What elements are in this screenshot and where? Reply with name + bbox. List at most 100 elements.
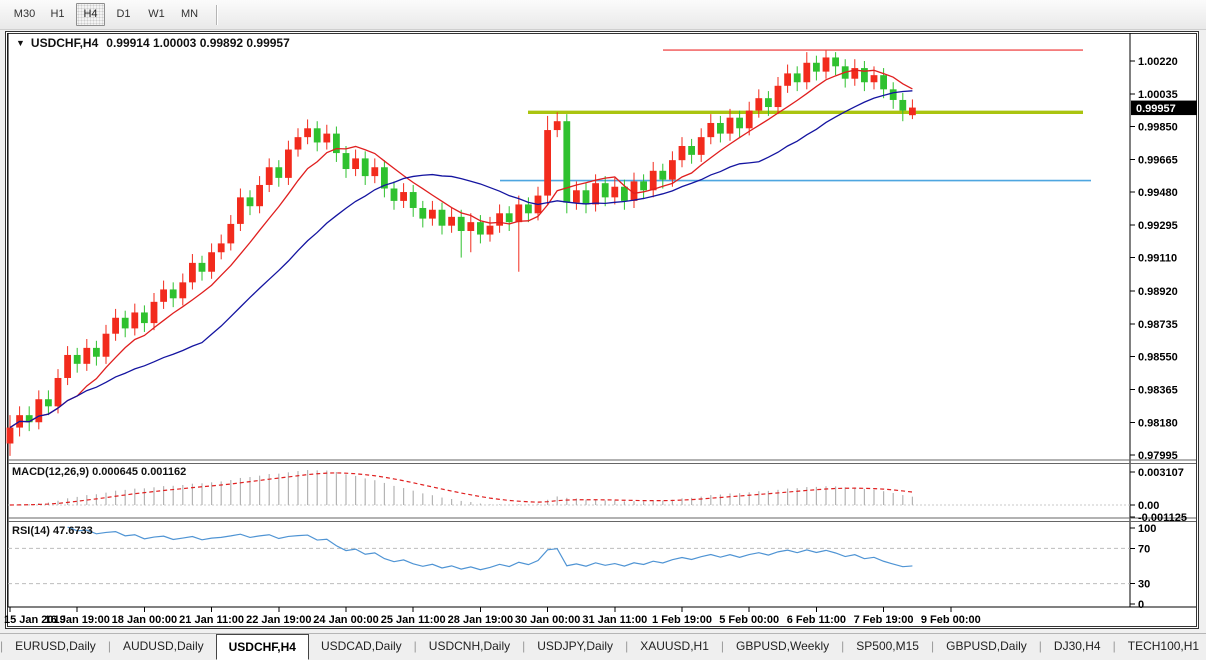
candle-body (73, 354, 81, 364)
chart-ohlc-values: 0.99914 1.00003 0.99892 0.99957 (106, 36, 290, 50)
candle-body (179, 282, 187, 299)
date-axis-label: 22 Jan 19:00 (246, 614, 311, 626)
candle-body (323, 133, 331, 143)
candle-body (813, 62, 820, 72)
candle-body (592, 183, 599, 205)
tab-separator: | (720, 639, 724, 653)
timeframe-button-D1[interactable]: D1 (116, 8, 131, 20)
candle-body (630, 181, 638, 201)
tab-DJ30-H4[interactable]: DJ30,H4 (1053, 639, 1101, 653)
candle-body (621, 186, 628, 201)
candle-body (601, 183, 609, 198)
candle-body (486, 225, 494, 235)
timeframe-button-M30[interactable]: M30 (13, 8, 36, 20)
candle-body (765, 98, 772, 108)
date-axis-label: 6 Feb 11:00 (787, 614, 846, 626)
rsi-axis-label: 70 (1138, 543, 1150, 555)
candle-body (678, 146, 686, 161)
candle-body (102, 333, 110, 357)
candle-body (553, 121, 561, 131)
candle-body (803, 62, 811, 83)
tab-separator: | (1038, 639, 1042, 653)
price-axis-label: 0.98550 (1138, 352, 1178, 364)
tab-EURUSD-Daily[interactable]: EURUSD,Daily (15, 639, 96, 653)
candle-body (611, 186, 619, 198)
candle-body (832, 57, 839, 67)
date-axis-label: 16 Jan 19:00 (44, 614, 109, 626)
date-axis-label: 7 Feb 19:00 (854, 614, 914, 626)
candle-body (35, 399, 43, 423)
tab-separator: | (107, 639, 111, 653)
candle-body (669, 160, 676, 180)
tab-GBPUSD-Daily[interactable]: GBPUSD,Daily (946, 639, 1027, 653)
candle-body (189, 262, 196, 283)
candle-body (861, 68, 868, 83)
macd-axis-label: 0.003107 (1138, 467, 1184, 479)
tab-USDCAD-Daily[interactable]: USDCAD,Daily (320, 639, 402, 653)
date-axis-label: 30 Jan 00:00 (515, 614, 580, 626)
candle-body (707, 122, 715, 138)
price-axis-label: 0.99480 (1138, 187, 1178, 199)
timeframe-button-W1[interactable]: W1 (148, 8, 165, 20)
symbol-dropdown-icon[interactable]: ▼ (16, 38, 25, 48)
tab-AUDUSD-Daily[interactable]: AUDUSD,Daily (122, 639, 204, 653)
price-axis-label: 0.98180 (1138, 417, 1178, 429)
tab-TECH100-H1[interactable]: TECH100,H1 (1127, 639, 1200, 653)
candle-body (745, 110, 753, 129)
candle-body (265, 167, 273, 185)
candle-body (640, 181, 647, 191)
price-axis-label: 0.98365 (1138, 384, 1178, 396)
candle-body (438, 209, 446, 226)
timeframe-button-MN[interactable]: MN (180, 8, 199, 20)
candle-body (227, 223, 235, 244)
candle-body (477, 222, 484, 235)
macd-axis-label: -0.001125 (1138, 512, 1187, 524)
candle-body (851, 68, 859, 79)
tab-USDJPY-Daily[interactable]: USDJPY,Daily (537, 639, 614, 653)
tab-SP500-M15[interactable]: SP500,M15 (856, 639, 919, 653)
tab-separator: | (1112, 639, 1116, 653)
rsi-axis-label: 100 (1138, 523, 1156, 535)
candle-body (697, 137, 705, 155)
candle-body (390, 188, 398, 201)
candle-body (64, 354, 71, 378)
toolbar-separator (216, 4, 217, 25)
ma-slow-line (9, 90, 913, 429)
chart-title: ▼ USDCHF,H4 0.99914 1.00003 0.99892 0.9995… (16, 36, 290, 50)
candle-body (774, 85, 782, 108)
price-axis-label: 0.99295 (1138, 220, 1178, 232)
tab-USDCHF-H4[interactable]: USDCHF,H4 (215, 634, 309, 660)
tab-GBPUSD-Weekly[interactable]: GBPUSD,Weekly (736, 639, 830, 653)
candle-body (659, 170, 667, 180)
tab-separator: | (930, 639, 935, 653)
date-axis-label: 31 Jan 11:00 (582, 614, 647, 626)
candle-body (342, 153, 350, 170)
candle-body (880, 75, 887, 90)
tab-USDCNH-Daily[interactable]: USDCNH,Daily (428, 639, 511, 653)
candle-body (899, 99, 907, 111)
candles-layer (6, 50, 916, 456)
macd-axis-label: 0.00 (1138, 500, 1159, 512)
candle-body (54, 377, 62, 407)
candle-body (419, 207, 427, 219)
candle-body (505, 213, 513, 223)
current-price-badge (1131, 100, 1197, 116)
candle-body (448, 216, 455, 226)
candle-body (755, 98, 763, 111)
candle-body (889, 89, 897, 100)
timeframe-button-H4[interactable]: H4 (76, 3, 105, 26)
date-axis-label: 21 Jan 11:00 (179, 614, 244, 626)
tab-separator: | (841, 639, 845, 653)
candle-body (563, 121, 571, 203)
chart-window (5, 31, 1199, 629)
tab-separator: | (625, 639, 629, 653)
candle-body (112, 317, 119, 334)
candle-body (6, 427, 14, 444)
candle-body (131, 312, 139, 329)
tab-XAUUSD-H1[interactable]: XAUUSD,H1 (640, 639, 709, 653)
candle-body (573, 190, 580, 203)
tab-separator: | (0, 639, 4, 653)
timeframe-button-H1[interactable]: H1 (50, 8, 65, 20)
current-price-badge-text: 0.99957 (1136, 103, 1176, 115)
candle-body (169, 289, 177, 299)
